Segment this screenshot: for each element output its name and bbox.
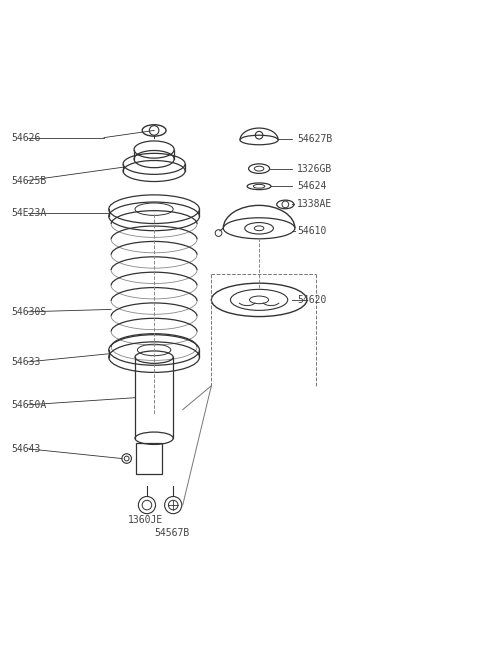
Text: 54627B: 54627B [297,134,333,144]
Text: 54643: 54643 [11,443,40,454]
Bar [136,443,162,474]
Text: 54610: 54610 [297,225,327,236]
Text: 54633: 54633 [11,357,40,367]
Text: 1326GB: 1326GB [297,164,333,173]
Text: 54626: 54626 [11,133,40,143]
Text: 54E23A: 54E23A [11,208,46,218]
Text: 54620: 54620 [297,295,327,305]
Text: 54650A: 54650A [11,400,46,410]
Text: 54624: 54624 [297,181,327,191]
Text: 54630S: 54630S [11,307,46,317]
Text: 1338AE: 1338AE [297,200,333,210]
Text: 54625B: 54625B [11,175,46,185]
Text: 1360JE: 1360JE [128,515,163,526]
Text: 54567B: 54567B [154,528,189,537]
